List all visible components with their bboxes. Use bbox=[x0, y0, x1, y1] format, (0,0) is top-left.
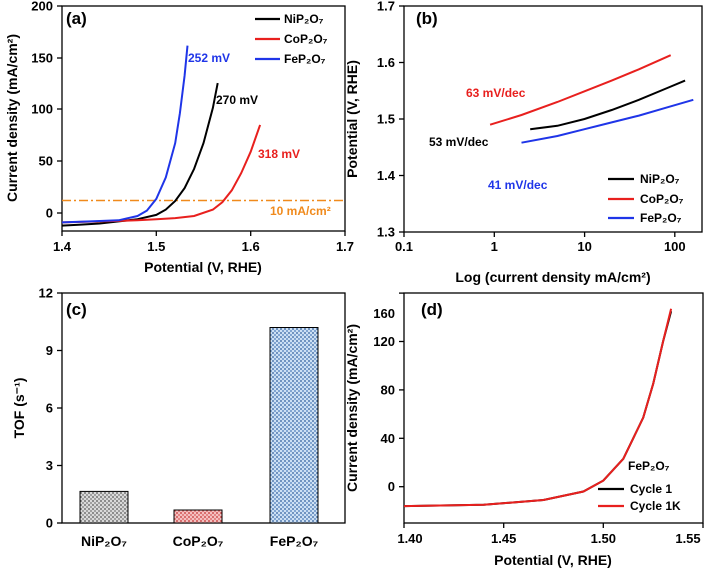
panel-a-anno-co: 318 mV bbox=[258, 147, 300, 161]
panel-b-ytick-label: 1.3 bbox=[377, 225, 395, 240]
panel-d-yticks: 0 40 80 120 160 bbox=[373, 292, 404, 494]
panel-b-label: (b) bbox=[416, 9, 438, 28]
panel-a-anno-ni: 270 mV bbox=[216, 93, 258, 107]
panel-a-ytick-label: 200 bbox=[31, 0, 53, 14]
panel-d-legend: FeP₂O₇ Cycle 1 Cycle 1K bbox=[598, 459, 681, 513]
panel-a-xlabel: Potential (V, RHE) bbox=[144, 259, 262, 275]
panel-a-xtick-label: 1.7 bbox=[336, 239, 354, 254]
panel-b-xtick-label: 100 bbox=[664, 239, 686, 254]
panel-d-xlabel: Potential (V, RHE) bbox=[494, 552, 612, 568]
panel-b-ytick-label: 1.5 bbox=[377, 112, 395, 127]
panel-b-anno-co: 63 mV/dec bbox=[466, 86, 526, 100]
panel-c-bar-fe bbox=[269, 327, 319, 524]
panel-b-legend-label: CoP₂O₇ bbox=[640, 192, 684, 206]
panel-d-legend-label: Cycle 1 bbox=[630, 482, 672, 496]
panel-b-anno-ni: 53 mV/dec bbox=[429, 135, 489, 149]
panel-a-anno-fe: 252 mV bbox=[188, 51, 230, 65]
panel-b-ytick-label: 1.4 bbox=[377, 168, 396, 183]
panel-a-legend-label: NiP₂O₇ bbox=[284, 12, 324, 26]
panel-a-yticks: 0 50 100 150 200 bbox=[31, 0, 62, 221]
panel-c-ytick-label: 0 bbox=[46, 516, 53, 531]
panel-d: (d) 1.40 1.45 1.50 1.55 0 40 80 120 160 … bbox=[344, 292, 704, 568]
panel-b-legend-label: FeP₂O₇ bbox=[640, 211, 682, 225]
panel-c-ytick-label: 12 bbox=[39, 286, 53, 301]
panel-d-xtick-label: 1.45 bbox=[491, 531, 516, 546]
panel-a-legend: NiP₂O₇ CoP₂O₇ FeP₂O₇ bbox=[255, 12, 328, 66]
panel-d-series-cycle1k bbox=[403, 308, 673, 508]
panel-c-category-label: CoP₂O₇ bbox=[173, 533, 224, 549]
panel-d-ytick-label: 40 bbox=[381, 431, 395, 446]
panel-d-legend-label: Cycle 1K bbox=[630, 499, 681, 513]
panel-a-xtick-label: 1.6 bbox=[242, 239, 260, 254]
panel-a-xticks: 1.4 1.5 1.6 1.7 bbox=[53, 231, 354, 254]
panel-b-anno-fe: 41 mV/dec bbox=[488, 178, 548, 192]
panel-a-ytick-label: 100 bbox=[31, 102, 53, 117]
panel-a-series-co bbox=[61, 124, 262, 224]
panel-d-ytick-label: 120 bbox=[373, 334, 395, 349]
panel-c-label: (c) bbox=[66, 300, 87, 319]
panel-c-category-label: NiP₂O₇ bbox=[81, 533, 127, 549]
panel-a-ytick-label: 150 bbox=[31, 51, 53, 66]
panel-b-ytick-label: 1.6 bbox=[377, 55, 395, 70]
panel-b-ylabel: Potential (V, RHE) bbox=[344, 60, 360, 178]
panel-a-legend-label: CoP₂O₇ bbox=[284, 32, 328, 46]
panel-c-ytick-label: 3 bbox=[46, 458, 53, 473]
panel-d-ytick-label: 80 bbox=[381, 383, 395, 398]
panel-b-legend-label: NiP₂O₇ bbox=[640, 172, 680, 186]
panel-b-yticks: 1.3 1.4 1.5 1.6 1.7 bbox=[377, 0, 404, 240]
panel-a-series-fe bbox=[61, 45, 189, 224]
panel-a-ylabel: Current density (mA/cm²) bbox=[4, 34, 20, 202]
panel-d-frame bbox=[403, 292, 704, 524]
panel-c-bar-co bbox=[173, 509, 223, 524]
panel-a-legend-label: FeP₂O₇ bbox=[284, 52, 326, 66]
panel-d-legend-title: FeP₂O₇ bbox=[628, 459, 670, 473]
panel-d-xticks: 1.40 1.45 1.50 1.55 bbox=[397, 523, 704, 546]
panel-b-xtick-label: 1 bbox=[491, 239, 498, 254]
panel-c-bar-ni bbox=[79, 490, 129, 524]
panel-d-label: (d) bbox=[421, 300, 443, 319]
panel-b-ytick-label: 1.7 bbox=[377, 0, 395, 14]
panel-c-category-label: FeP₂O₇ bbox=[270, 533, 318, 549]
panel-a-series-ni bbox=[61, 82, 219, 227]
panel-c: (c) 0 3 6 9 12 TOF (s⁻¹) NiP₂O₇ CoP₂O₇ F… bbox=[11, 286, 346, 549]
panel-a-ytick-label: 0 bbox=[46, 206, 53, 221]
panel-d-ylabel: Current density (mA/cm²) bbox=[344, 324, 360, 492]
panel-a: (a) 1.4 1.5 1.6 1.7 0 50 100 150 200 Pot… bbox=[4, 0, 354, 275]
panel-a-frame bbox=[61, 5, 346, 232]
panel-b-xtick-label: 0.1 bbox=[395, 239, 413, 254]
panel-a-label: (a) bbox=[66, 9, 87, 28]
panel-d-series-cycle1 bbox=[403, 310, 673, 508]
panel-a-xtick-label: 1.5 bbox=[147, 239, 165, 254]
panel-d-ytick-label: 160 bbox=[373, 306, 395, 321]
panel-a-xtick-label: 1.4 bbox=[53, 239, 72, 254]
panel-b-legend: NiP₂O₇ CoP₂O₇ FeP₂O₇ bbox=[608, 172, 684, 225]
panel-b-xticks: 0.1 1 10 100 bbox=[395, 232, 686, 254]
panel-a-ref-label: 10 mA/cm² bbox=[270, 204, 331, 218]
panel-c-yticks: 0 3 6 9 12 bbox=[39, 286, 62, 531]
panel-b-series-ni bbox=[530, 79, 686, 131]
panel-d-xtick-label: 1.55 bbox=[675, 531, 700, 546]
panel-d-xtick-label: 1.40 bbox=[397, 531, 422, 546]
panel-d-xtick-label: 1.50 bbox=[591, 531, 616, 546]
panel-a-ytick-label: 50 bbox=[39, 154, 53, 169]
panel-c-ytick-label: 6 bbox=[46, 401, 53, 416]
panel-c-ylabel: TOF (s⁻¹) bbox=[11, 378, 27, 439]
panel-d-ytick-label: 0 bbox=[388, 479, 395, 494]
panel-c-ytick-label: 9 bbox=[46, 343, 53, 358]
panel-b-series-fe bbox=[521, 98, 694, 144]
panel-b-series-co bbox=[489, 54, 672, 126]
panel-b: (b) 0.1 1 10 100 1.3 1.4 1.5 1.6 1.7 Log… bbox=[344, 0, 703, 285]
panel-b-xtick-label: 10 bbox=[577, 239, 591, 254]
panel-b-xlabel: Log (current density mA/cm²) bbox=[455, 269, 650, 285]
